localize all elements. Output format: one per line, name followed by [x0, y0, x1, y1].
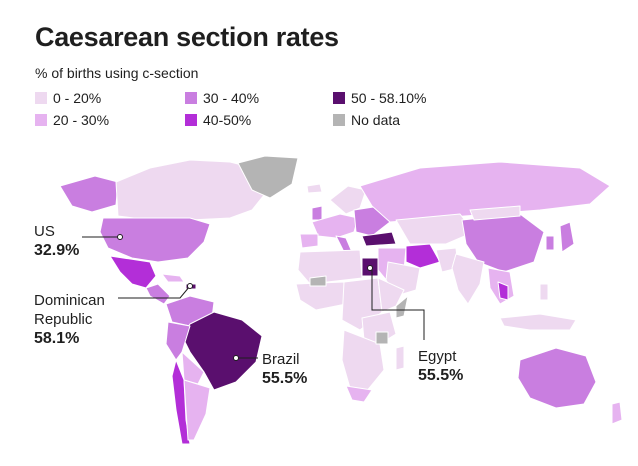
- region-central-nodata: [375, 331, 389, 345]
- legend-item-no-data: No data: [333, 112, 400, 128]
- callout-egypt-value: 55.5%: [418, 367, 464, 384]
- legend-item-40-50: 40-50%: [185, 112, 251, 128]
- chart-subtitle: % of births using c-section: [35, 65, 199, 81]
- region-iceland: [306, 183, 323, 194]
- region-somalia-nodata: [395, 295, 409, 319]
- legend-label: 0 - 20%: [53, 90, 102, 106]
- region-japan: [559, 221, 575, 253]
- egypt-marker: [367, 265, 373, 271]
- callout-brazil: Brazil 55.5%: [262, 350, 307, 388]
- legend-label: No data: [351, 112, 401, 128]
- legend-item-20-30: 20 - 30%: [35, 112, 109, 128]
- legend-item-0-20: 0 - 20%: [35, 90, 101, 106]
- legend-swatch: [333, 114, 345, 126]
- region-russia: [359, 161, 611, 223]
- region-cuba: [161, 273, 185, 283]
- callout-dominican-value: 58.1%: [34, 330, 80, 347]
- world-map: [59, 155, 623, 445]
- legend-swatch: [185, 114, 197, 126]
- region-korea: [545, 235, 555, 251]
- region-indonesia: [499, 313, 577, 331]
- chart-title: Caesarean section rates: [35, 22, 339, 52]
- legend-swatch: [35, 114, 47, 126]
- legend: 0 - 20% 20 - 30% 30 - 40% 40-50% 50 - 58…: [35, 90, 475, 130]
- callout-us: US 32.9%: [34, 222, 79, 260]
- legend-label: 20 - 30%: [53, 112, 110, 128]
- legend-swatch: [35, 92, 47, 104]
- region-alaska: [59, 175, 119, 213]
- region-uk: [311, 205, 323, 221]
- region-scandinavia: [329, 185, 367, 215]
- legend-label: 50 - 58.10%: [351, 90, 427, 106]
- legend-item-30-40: 30 - 40%: [185, 90, 259, 106]
- callout-dominican: Dominican Republic 58.1%: [34, 291, 105, 348]
- region-philippines: [539, 283, 549, 301]
- region-iran: [405, 243, 441, 269]
- region-mongolia: [469, 205, 521, 221]
- legend-label: 30 - 40%: [203, 90, 260, 106]
- region-china: [461, 213, 545, 273]
- legend-swatch: [185, 92, 197, 104]
- region-italy: [335, 235, 353, 253]
- region-west-africa: [295, 281, 347, 311]
- legend-label: 40-50%: [203, 112, 252, 128]
- egypt-callout-line: [371, 270, 425, 340]
- region-usa: [99, 217, 211, 263]
- region-peru: [165, 321, 191, 361]
- region-madagascar: [395, 345, 405, 371]
- region-india: [451, 253, 485, 305]
- region-australia: [517, 347, 597, 409]
- brazil-marker: [233, 355, 239, 361]
- callout-dominican-name-1: Dominican: [34, 292, 105, 309]
- us-marker: [117, 234, 123, 240]
- region-greenland: [237, 155, 299, 199]
- region-argentina: [183, 379, 211, 441]
- region-north-africa: [297, 249, 363, 285]
- region-iberia: [299, 233, 319, 249]
- region-brazil: [181, 311, 263, 391]
- callout-us-value: 32.9%: [34, 242, 80, 259]
- legend-swatch: [333, 92, 345, 104]
- callout-dominican-name-2: Republic: [34, 311, 93, 328]
- region-central-america: [145, 283, 171, 305]
- callout-egypt: Egypt 55.5%: [418, 347, 463, 385]
- callout-us-name: US: [34, 223, 55, 240]
- region-south-africa: [345, 385, 373, 403]
- callout-brazil-name: Brazil: [262, 351, 300, 368]
- callout-brazil-value: 55.5%: [262, 370, 308, 387]
- region-thailand: [497, 281, 509, 301]
- region-new-zealand: [611, 401, 623, 425]
- dominican-marker: [187, 283, 193, 289]
- region-central-asia: [395, 213, 475, 245]
- callout-egypt-name: Egypt: [418, 348, 457, 365]
- region-sahara-nodata: [309, 275, 327, 287]
- dominican-callout-line: [118, 285, 191, 299]
- region-turkey: [361, 231, 397, 247]
- legend-item-50-58: 50 - 58.10%: [333, 90, 427, 106]
